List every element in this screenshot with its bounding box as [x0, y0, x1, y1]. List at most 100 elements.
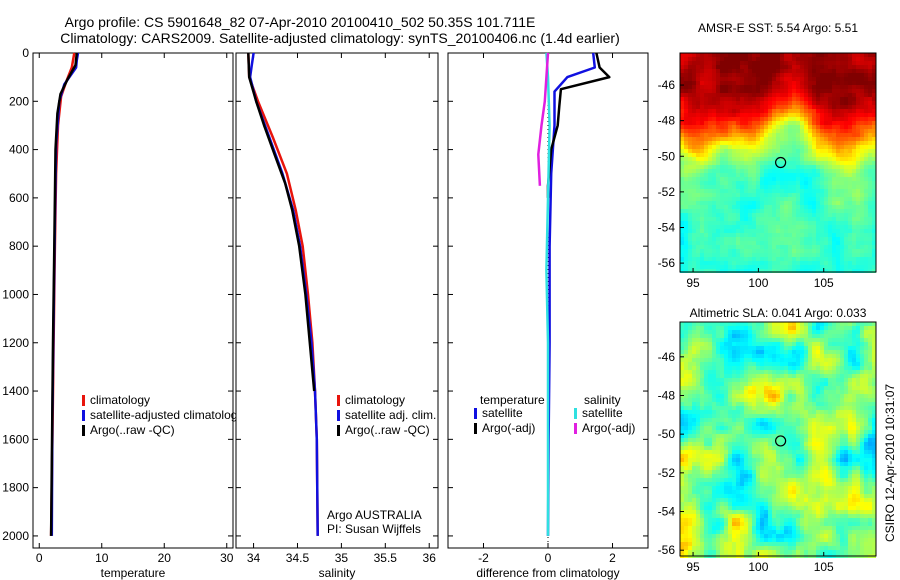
map-cell	[784, 366, 788, 370]
map-cell	[732, 137, 736, 141]
map-cell	[704, 269, 708, 273]
map-cell	[744, 81, 748, 85]
map-cell	[748, 57, 752, 61]
map-cell	[856, 93, 860, 97]
map-cell	[768, 394, 772, 398]
map-cell	[864, 326, 868, 330]
map-cell	[720, 169, 724, 173]
map-cell	[828, 153, 832, 157]
map-cell	[868, 153, 872, 157]
map-cell	[696, 137, 700, 141]
map-cell	[848, 109, 852, 113]
map-cell	[700, 422, 704, 426]
map-cell	[684, 470, 688, 474]
map-cell	[760, 354, 764, 358]
map-cell	[780, 378, 784, 382]
map-cell	[864, 482, 868, 486]
map-cell	[680, 374, 684, 378]
map-cell	[780, 153, 784, 157]
map-cell	[820, 470, 824, 474]
map-cell	[852, 221, 856, 225]
map-cell	[732, 486, 736, 490]
map-cell	[692, 358, 696, 362]
map-cell	[812, 65, 816, 69]
map-cell	[720, 121, 724, 125]
map-cell	[796, 442, 800, 446]
map-cell	[752, 233, 756, 237]
map-cell	[840, 169, 844, 173]
map-cell	[840, 73, 844, 77]
map-cell	[716, 205, 720, 209]
map-cell	[828, 125, 832, 129]
map-cell	[828, 402, 832, 406]
map-cell	[844, 73, 848, 77]
map-cell	[784, 109, 788, 113]
map-cell	[752, 398, 756, 402]
map-cell	[868, 342, 872, 346]
map-cell	[760, 450, 764, 454]
map-cell	[748, 165, 752, 169]
map-cell	[820, 157, 824, 161]
map-cell	[848, 77, 852, 81]
map-cell	[824, 265, 828, 269]
map-cell	[836, 65, 840, 69]
map-cell	[788, 482, 792, 486]
map-cell	[724, 322, 728, 326]
map-cell	[792, 157, 796, 161]
map-cell	[704, 478, 708, 482]
series-line-black	[247, 52, 316, 392]
map-cell	[764, 85, 768, 89]
map-cell	[688, 478, 692, 482]
map-cell	[864, 410, 868, 414]
map-cell	[768, 197, 772, 201]
map-cell	[756, 97, 760, 101]
map-cell	[840, 161, 844, 165]
map-cell	[780, 338, 784, 342]
map-cell	[788, 177, 792, 181]
map-cell	[696, 189, 700, 193]
map-cell	[836, 249, 840, 253]
map-cell	[708, 157, 712, 161]
map-cell	[836, 462, 840, 466]
map-cell	[684, 486, 688, 490]
map-cell	[688, 137, 692, 141]
map-cell	[812, 161, 816, 165]
map-cell	[752, 253, 756, 257]
map-cell	[852, 366, 856, 370]
map-cell	[796, 105, 800, 109]
map-cell	[712, 422, 716, 426]
map-cell	[864, 370, 868, 374]
map-cell	[740, 402, 744, 406]
map-cell	[776, 474, 780, 478]
map-cell	[684, 422, 688, 426]
map-cell	[692, 169, 696, 173]
map-cell	[852, 414, 856, 418]
map-cell	[740, 121, 744, 125]
map-cell	[700, 253, 704, 257]
map-cell	[768, 177, 772, 181]
map-cell	[708, 257, 712, 261]
map-cell	[700, 342, 704, 346]
map-cell	[852, 394, 856, 398]
map-cell	[760, 326, 764, 330]
map-cell	[720, 249, 724, 253]
map-cell	[860, 85, 864, 89]
map-cell	[820, 189, 824, 193]
map-cell	[808, 346, 812, 350]
map-cell	[692, 117, 696, 121]
map-cell	[728, 358, 732, 362]
map-cell	[792, 410, 796, 414]
map-cell	[868, 113, 872, 117]
map-cell	[704, 177, 708, 181]
map-cell	[752, 85, 756, 89]
map-cell	[812, 450, 816, 454]
map-cell	[784, 414, 788, 418]
map-cell	[780, 265, 784, 269]
map-cell	[784, 398, 788, 402]
map-cell	[836, 69, 840, 73]
map-cell	[824, 181, 828, 185]
map-cell	[752, 406, 756, 410]
map-cell	[684, 141, 688, 145]
map-cell	[824, 101, 828, 105]
map-cell	[692, 101, 696, 105]
